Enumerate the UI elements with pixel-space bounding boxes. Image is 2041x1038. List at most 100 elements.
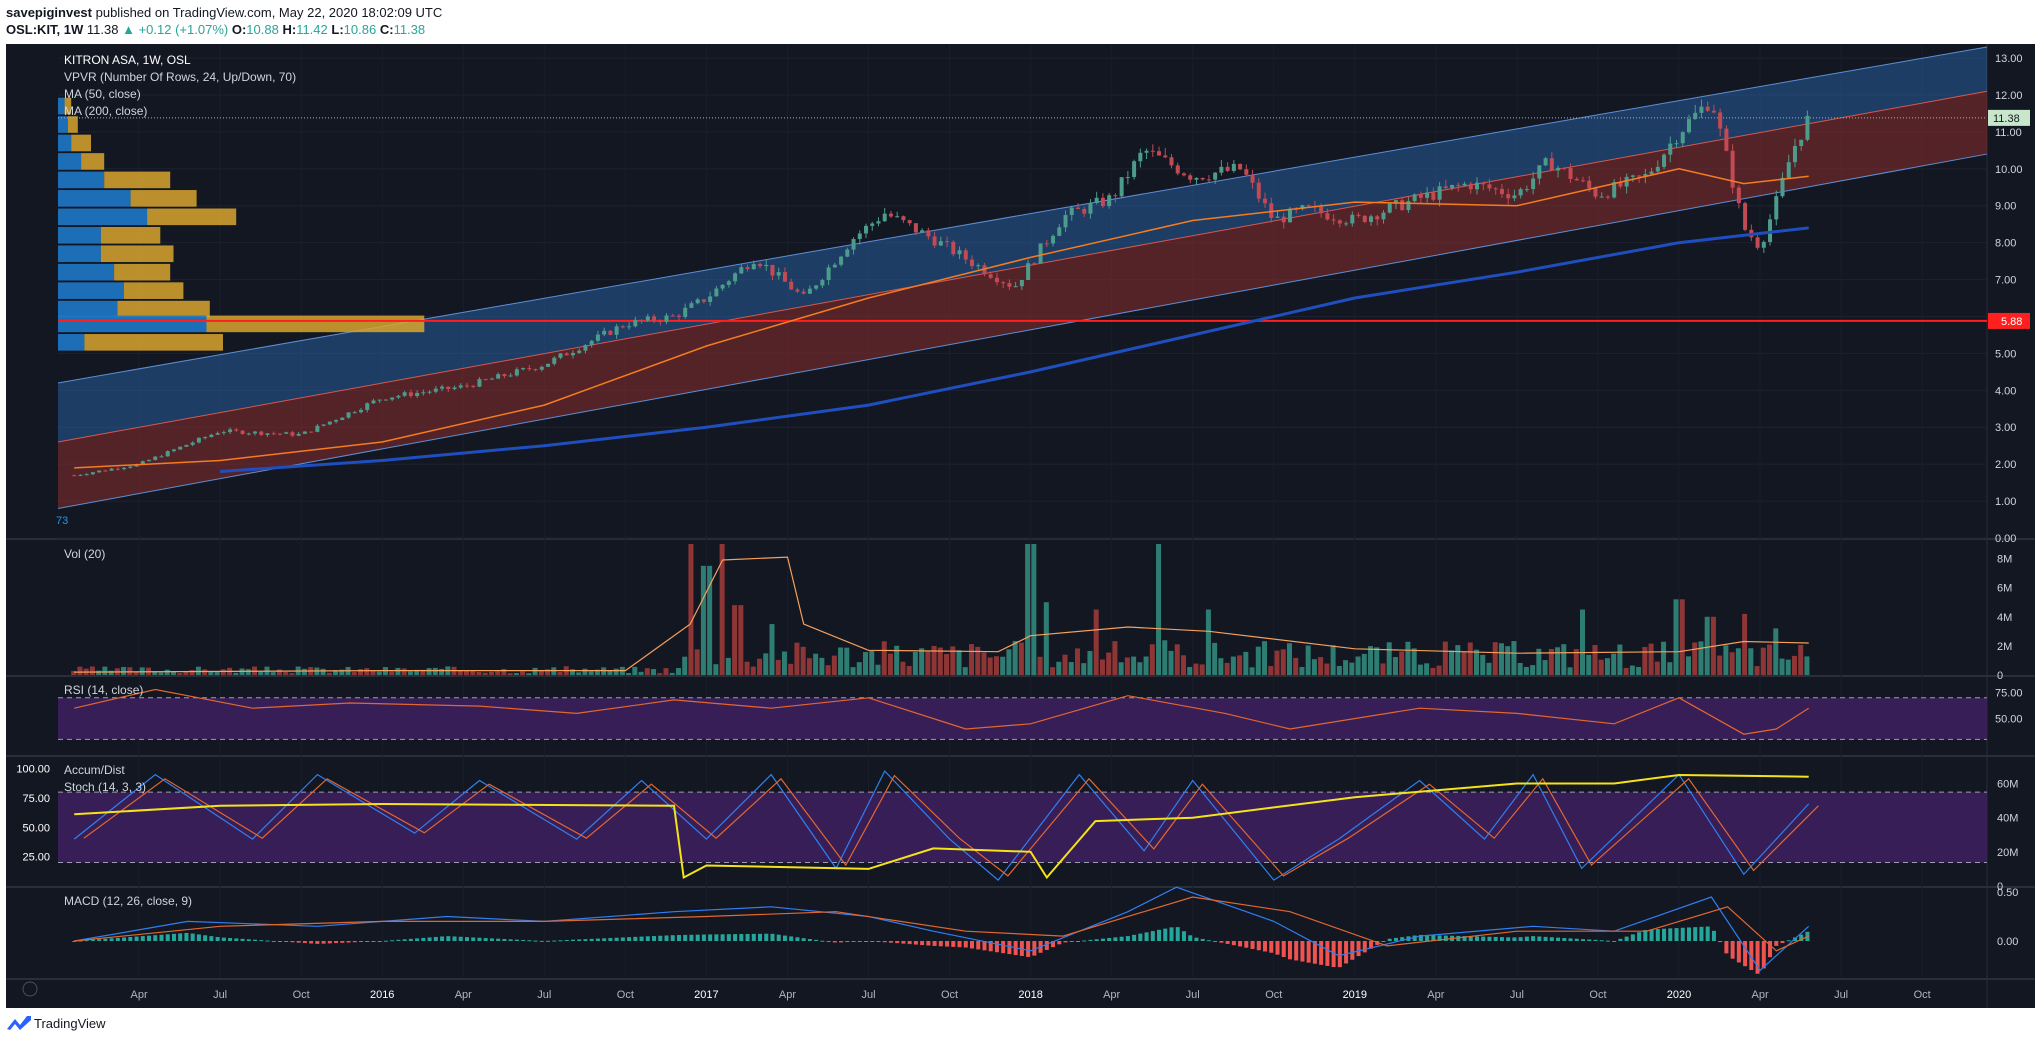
macd-histogram-bar <box>259 940 264 942</box>
price-tick-label: 3.00 <box>1995 422 2016 434</box>
candle-body <box>1306 205 1311 207</box>
macd-histogram-bar <box>377 941 382 942</box>
ma50-line <box>74 168 1809 469</box>
macd-histogram-bar <box>789 936 794 941</box>
candle-body <box>359 409 364 413</box>
tradingview-logo-icon[interactable] <box>6 1014 32 1032</box>
macd-histogram-bar <box>508 939 513 941</box>
candle-body <box>147 459 152 462</box>
volume-bar <box>738 605 744 675</box>
candle-body <box>1718 112 1723 129</box>
volume-bar <box>164 669 170 675</box>
candle-body <box>1169 157 1174 166</box>
candle-body <box>1263 198 1268 204</box>
macd-histogram-bar <box>1244 941 1249 948</box>
vpvr-down-bar <box>124 282 184 299</box>
volume-bar <box>925 650 931 675</box>
volume-bar <box>744 661 750 675</box>
volume-bar <box>463 671 469 675</box>
accum-tick-label: 60M <box>1997 779 2018 791</box>
macd-histogram-bar <box>758 933 763 941</box>
candle-body <box>888 213 893 217</box>
macd-histogram-bar <box>1213 941 1218 942</box>
volume-bar <box>1424 663 1430 675</box>
macd-histogram-bar <box>1125 936 1130 941</box>
candle-body <box>1556 167 1561 171</box>
candle-body <box>265 433 270 435</box>
macd-histogram-bar <box>134 936 139 941</box>
macd-histogram-bar <box>1150 931 1155 941</box>
volume-bar <box>1742 613 1748 675</box>
volume-bar <box>195 666 201 675</box>
macd-histogram-bar <box>701 934 706 941</box>
macd-histogram-bar <box>976 941 981 950</box>
candle-body <box>658 320 663 322</box>
brand-label[interactable]: TradingView <box>34 1016 106 1031</box>
volume-bar <box>1449 650 1455 675</box>
macd-histogram-bar <box>1774 941 1779 946</box>
volume-bar <box>133 671 139 675</box>
candle-body <box>807 288 812 294</box>
author-name[interactable]: savepiginvest <box>6 5 92 20</box>
candle-body <box>1256 182 1261 199</box>
volume-bar <box>1249 667 1255 675</box>
macd-histogram-bar <box>1250 941 1255 949</box>
macd-histogram-bar <box>1337 941 1342 968</box>
low-value: 10.86 <box>343 22 377 37</box>
macd-histogram-bar <box>190 933 195 941</box>
candle-body <box>976 265 981 267</box>
candle-body <box>1181 173 1186 176</box>
volume-bar <box>1517 662 1523 675</box>
volume-bar <box>962 667 968 675</box>
candle-body <box>464 385 469 387</box>
macd-histogram-bar <box>689 934 694 941</box>
volume-bar <box>638 671 644 675</box>
candle-body <box>90 472 95 475</box>
volume-bar <box>1598 659 1604 675</box>
volume-bar <box>1611 653 1617 675</box>
candle-body <box>78 474 83 476</box>
volume-bar <box>1523 666 1529 675</box>
volume-bar <box>819 657 825 675</box>
volume-bar <box>326 672 332 675</box>
volume-bar <box>1293 657 1299 675</box>
volume-bar <box>1124 657 1130 675</box>
candle-body <box>627 326 632 328</box>
time-tick-label: Jul <box>1186 989 1200 1001</box>
candle-body <box>1674 143 1679 145</box>
channel-lower-line <box>57 153 1988 509</box>
volume-bar <box>1698 641 1704 675</box>
macd-histogram-bar <box>913 941 918 945</box>
volume-bar <box>1137 662 1143 675</box>
macd-histogram-bar <box>1275 941 1280 955</box>
vpvr-up-bar <box>58 97 65 115</box>
macd-histogram-bar <box>676 935 681 941</box>
candle-body <box>664 315 669 322</box>
stoch-k-line <box>73 770 1810 881</box>
macd-histogram-bar <box>440 936 445 941</box>
volume-bar <box>1573 649 1579 675</box>
candle-body <box>1051 235 1056 244</box>
macd-histogram-bar <box>464 937 469 941</box>
macd-histogram-bar <box>153 935 158 941</box>
volume-bar <box>1754 666 1760 675</box>
volume-bar <box>713 664 719 675</box>
candle-body <box>1693 112 1698 120</box>
chart-canvas[interactable]: 13.0012.0011.0010.009.008.007.006.005.00… <box>0 44 2041 1008</box>
candle-body <box>1281 216 1286 223</box>
volume-bar <box>750 666 756 675</box>
macd-histogram-bar <box>926 941 931 946</box>
support-price-badge <box>1988 312 2030 329</box>
macd-histogram-bar <box>371 941 376 942</box>
volume-bar <box>850 667 856 675</box>
volume-bar <box>1555 647 1561 675</box>
volume-bar <box>545 669 551 675</box>
macd-histogram-bar <box>90 939 95 941</box>
volume-bar <box>1087 650 1093 675</box>
candle-body <box>396 395 401 398</box>
candle-body <box>1163 155 1168 158</box>
macd-histogram-bar <box>1294 941 1299 961</box>
candle-body <box>234 429 239 431</box>
time-tick-label: Apr <box>1751 989 1768 1001</box>
macd-tick-label: 0.00 <box>1997 936 2018 948</box>
